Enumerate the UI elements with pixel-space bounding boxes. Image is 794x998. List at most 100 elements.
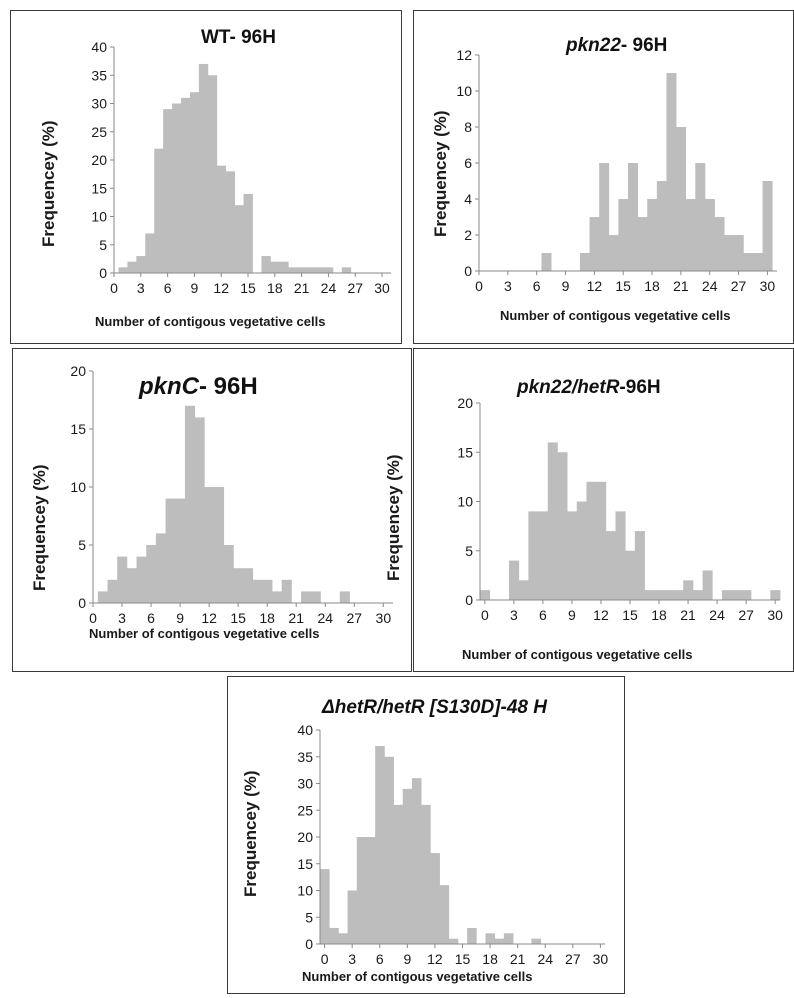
x-tick-label: 12 (201, 610, 217, 626)
y-tick-label: 40 (297, 722, 313, 738)
y-tick-label: 35 (297, 749, 313, 765)
histogram-bar (596, 481, 607, 600)
histogram-bar (323, 267, 334, 273)
y-tick-label: 15 (457, 444, 473, 460)
histogram-bar (541, 253, 552, 271)
y-tick-label: 0 (99, 265, 107, 281)
x-tick-label: 30 (760, 278, 776, 294)
histogram-bar (225, 171, 236, 273)
x-tick-label: 12 (427, 951, 443, 967)
histogram-bar (154, 148, 164, 273)
y-axis-label-pkn22-hetr: Frequencey (%) (384, 454, 403, 581)
y-tick-label: 25 (297, 802, 313, 818)
y-axis-label-pknc: Frequencey (%) (30, 464, 49, 591)
histogram-bar (262, 579, 273, 603)
histogram-bar (741, 590, 752, 600)
x-tick-label: 30 (376, 610, 392, 626)
histogram-bar (509, 560, 520, 600)
histogram-bar (615, 511, 626, 600)
x-tick-label: 0 (321, 951, 329, 967)
y-tick-label: 30 (297, 776, 313, 792)
histogram-bar (272, 591, 283, 603)
x-tick-label: 6 (376, 951, 384, 967)
histogram-bar (402, 788, 413, 944)
chart-panel-pkn22-hetr: 0 5 10 15 20 0 3 6 9 12 15 18 21 24 27 30 pkn22/hetR-96… (384, 348, 794, 672)
x-tick-label: 18 (259, 610, 275, 626)
histogram-bar (467, 927, 477, 944)
histogram-bar (384, 756, 394, 944)
histogram-bar (365, 837, 376, 944)
x-tick-label: 24 (702, 278, 718, 294)
y-tick-label: 15 (91, 180, 107, 196)
y-tick-label: 25 (91, 124, 107, 140)
histogram-bar (301, 591, 312, 603)
y-tick-label: 5 (305, 909, 313, 925)
x-tick-label: 18 (644, 278, 660, 294)
histogram-bar (644, 590, 655, 600)
x-tick-label: 24 (321, 280, 337, 296)
histogram-bar (714, 217, 725, 271)
chart-panel-pknc: 0 5 10 15 20 0 3 6 9 12 15 18 21 24 27 30 pknC- 96H Fre… (12, 348, 412, 672)
y-axis-label-pkn22: Frequencey (%) (431, 110, 450, 237)
histogram-bar (634, 531, 645, 600)
x-tick-label: 12 (593, 607, 609, 623)
histogram-bar (608, 235, 619, 271)
x-tick-label: 0 (89, 610, 97, 626)
x-tick-label: 0 (481, 607, 489, 623)
histogram-bar (485, 933, 496, 944)
histogram-bar (356, 837, 367, 944)
y-tick-label: 5 (78, 537, 86, 553)
x-axis-label-pknc: Number of contigous vegetative cells (89, 626, 320, 641)
histogram-bar (676, 127, 687, 271)
x-tick-label: 0 (110, 280, 118, 296)
y-tick-label: 35 (91, 67, 107, 83)
histogram-bar (430, 853, 440, 944)
chart-title-rest: - 96H (620, 35, 668, 56)
x-tick-label: 15 (622, 607, 638, 623)
histogram-bar (518, 580, 529, 600)
y-tick-label: 0 (465, 592, 473, 608)
chart-panel-hetr-s130d: 0 5 10 15 20 25 30 35 40 0 3 6 9 12 15 18 21 24 27 30 ΔhetR… (227, 676, 625, 994)
x-tick-label: 3 (348, 951, 356, 967)
histogram-bar (329, 927, 339, 944)
y-tick-label: 10 (91, 209, 107, 225)
x-tick-label: 18 (267, 280, 283, 296)
histogram-bar (279, 261, 289, 273)
y-tick-label: 10 (457, 494, 473, 510)
histogram-bar (605, 531, 616, 600)
y-tick-label: 6 (464, 155, 472, 171)
x-tick-label: 9 (562, 278, 570, 294)
histogram-bar (683, 580, 694, 600)
x-axis-label-pkn22-hetr: Number of contigous vegetative cells (462, 647, 693, 662)
y-tick-label: 30 (91, 96, 107, 112)
histogram-bar (175, 498, 186, 603)
histogram-bar (762, 181, 773, 271)
histogram-bar (586, 481, 597, 600)
x-tick-label: 18 (651, 607, 667, 623)
histogram-bar (480, 590, 491, 600)
histogram-bar (310, 591, 321, 603)
histogram-bar (547, 442, 558, 600)
y-tick-label: 2 (464, 227, 472, 243)
histogram-bar (172, 103, 182, 273)
histogram-bar (692, 590, 703, 600)
chart-title-hetr-s130d: ΔhetR/hetR [S130D]-48 H (322, 697, 547, 719)
chart-panel-wt: 0 5 10 15 20 25 30 35 40 0 3 6 9 12 15 18 21 24 27 30 WT- 9… (10, 10, 402, 344)
chart-title-rest: -96H (619, 377, 661, 398)
x-tick-label: 3 (504, 278, 512, 294)
x-tick-label: 0 (475, 278, 483, 294)
chart-title-italic: pkn22 (566, 35, 621, 56)
chart-svg-pknc: 0 5 10 15 20 0 3 6 9 12 15 18 21 24 27 30 (70, 363, 393, 626)
histogram-bar (567, 511, 578, 600)
histogram-bar (724, 235, 735, 271)
histogram-bar (107, 579, 118, 603)
x-tick-label: 3 (118, 610, 126, 626)
histogram-bar (557, 452, 568, 600)
x-tick-label: 21 (673, 278, 689, 294)
x-tick-label: 15 (615, 278, 631, 294)
chart-title-pkn22-hetr: pkn22/hetR-96H (517, 377, 661, 399)
chart-title-wt: WT- 96H (201, 27, 276, 49)
histogram-bar (243, 193, 253, 273)
x-axis-label-pkn22: Number of contigous vegetative cells (500, 308, 731, 323)
histogram-bar (375, 746, 385, 944)
